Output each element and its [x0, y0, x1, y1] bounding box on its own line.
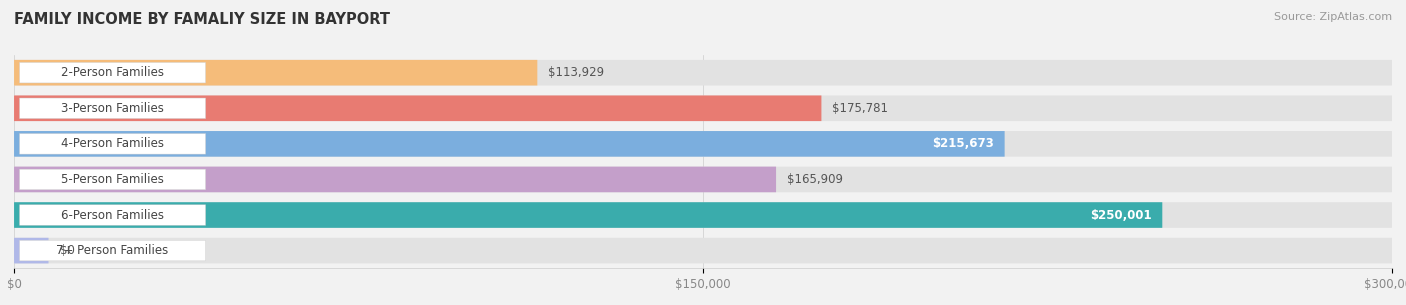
FancyBboxPatch shape	[14, 238, 1392, 264]
Text: $250,001: $250,001	[1090, 209, 1152, 221]
Text: FAMILY INCOME BY FAMALIY SIZE IN BAYPORT: FAMILY INCOME BY FAMALIY SIZE IN BAYPORT	[14, 12, 389, 27]
Text: Source: ZipAtlas.com: Source: ZipAtlas.com	[1274, 12, 1392, 22]
FancyBboxPatch shape	[14, 238, 48, 264]
FancyBboxPatch shape	[20, 134, 205, 154]
Text: 4-Person Families: 4-Person Families	[60, 137, 165, 150]
FancyBboxPatch shape	[14, 60, 537, 85]
FancyBboxPatch shape	[14, 131, 1392, 157]
FancyBboxPatch shape	[20, 205, 205, 225]
Text: 3-Person Families: 3-Person Families	[60, 102, 165, 115]
Text: $175,781: $175,781	[832, 102, 889, 115]
Text: 5-Person Families: 5-Person Families	[60, 173, 165, 186]
Text: 7+ Person Families: 7+ Person Families	[56, 244, 169, 257]
FancyBboxPatch shape	[14, 95, 821, 121]
FancyBboxPatch shape	[14, 167, 776, 192]
Text: $0: $0	[59, 244, 75, 257]
FancyBboxPatch shape	[14, 202, 1392, 228]
Text: $113,929: $113,929	[548, 66, 605, 79]
FancyBboxPatch shape	[14, 131, 1005, 157]
FancyBboxPatch shape	[20, 169, 205, 190]
FancyBboxPatch shape	[14, 167, 1392, 192]
FancyBboxPatch shape	[20, 98, 205, 119]
Text: 6-Person Families: 6-Person Families	[60, 209, 165, 221]
FancyBboxPatch shape	[14, 95, 1392, 121]
Text: $165,909: $165,909	[787, 173, 844, 186]
Text: 2-Person Families: 2-Person Families	[60, 66, 165, 79]
FancyBboxPatch shape	[14, 202, 1163, 228]
FancyBboxPatch shape	[14, 60, 1392, 85]
Text: $215,673: $215,673	[932, 137, 994, 150]
FancyBboxPatch shape	[20, 240, 205, 261]
FancyBboxPatch shape	[20, 63, 205, 83]
